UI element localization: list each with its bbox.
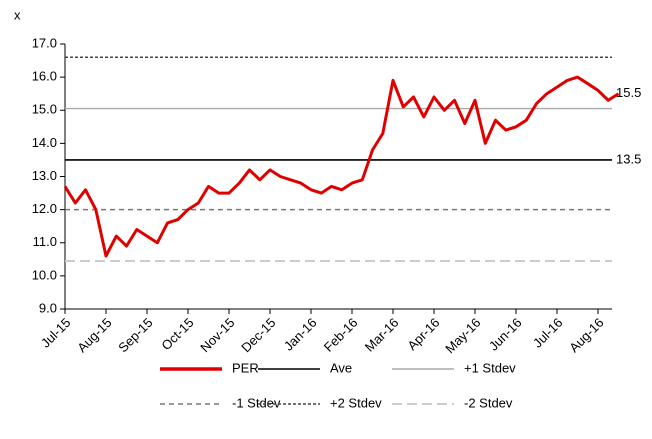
y-tick-label: 17.0 bbox=[32, 35, 57, 50]
x-tick-label: May-16 bbox=[442, 315, 483, 356]
x-tick-label: Dec-15 bbox=[238, 315, 278, 355]
x-tick-label: Sep-15 bbox=[115, 315, 155, 355]
x-tick-label: Jun-16 bbox=[486, 315, 525, 354]
x-tick-label: Jul-15 bbox=[38, 315, 74, 351]
legend-label: Ave bbox=[330, 360, 352, 375]
y-tick-label: 13.0 bbox=[32, 168, 57, 183]
y-axis-label: x bbox=[14, 7, 21, 22]
x-tick-label: Aug-15 bbox=[74, 315, 114, 355]
legend-label: -1 Stdev bbox=[232, 395, 281, 410]
legend-label: -2 Stdev bbox=[464, 395, 513, 410]
x-tick-label: Nov-15 bbox=[197, 315, 237, 355]
y-tick-label: 16.0 bbox=[32, 69, 57, 84]
x-tick-label: Oct-15 bbox=[158, 315, 196, 353]
x-tick-label: Jan-16 bbox=[281, 315, 320, 354]
y-tick-label: 14.0 bbox=[32, 135, 57, 150]
x-tick-label: Apr-16 bbox=[404, 315, 442, 353]
y-tick-label: 9.0 bbox=[39, 300, 57, 315]
y-tick-label: 15.0 bbox=[32, 102, 57, 117]
y-tick-label: 12.0 bbox=[32, 201, 57, 216]
y-tick-label: 11.0 bbox=[33, 234, 57, 249]
annotation: 13.5 bbox=[616, 151, 641, 166]
data-line bbox=[63, 75, 620, 258]
x-tick-label: Feb-16 bbox=[321, 315, 361, 355]
x-tick-label: Jul-16 bbox=[530, 315, 566, 351]
legend-label: PER bbox=[232, 360, 259, 375]
annotation: 15.5 bbox=[616, 85, 641, 100]
legend-label: +2 Stdev bbox=[330, 395, 382, 410]
x-tick-label: Mar-16 bbox=[362, 315, 402, 355]
legend-label: +1 Stdev bbox=[464, 360, 516, 375]
x-tick-label: Aug-16 bbox=[566, 315, 606, 355]
y-tick-label: 10.0 bbox=[32, 267, 57, 282]
